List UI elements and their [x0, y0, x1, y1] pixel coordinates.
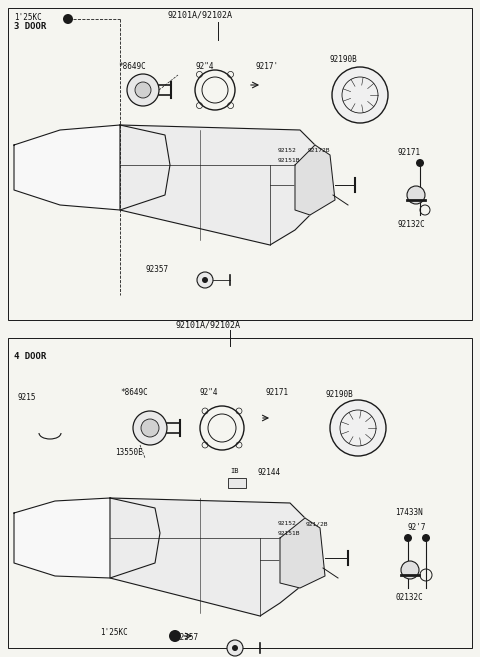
Text: *8649C: *8649C	[118, 62, 146, 71]
Circle shape	[407, 186, 425, 204]
Circle shape	[127, 74, 159, 106]
Text: 92171: 92171	[398, 148, 421, 157]
Text: 92171: 92171	[265, 388, 288, 397]
Text: 92151B: 92151B	[278, 158, 300, 163]
Text: 92'7: 92'7	[408, 523, 427, 532]
Text: 3 DOOR: 3 DOOR	[14, 22, 46, 31]
Polygon shape	[280, 518, 325, 588]
Circle shape	[227, 640, 243, 656]
Circle shape	[169, 630, 181, 642]
Circle shape	[133, 411, 167, 445]
Circle shape	[232, 645, 238, 651]
Text: 9215: 9215	[18, 393, 36, 402]
Text: 1'25KC: 1'25KC	[14, 13, 42, 22]
Circle shape	[422, 534, 430, 542]
Bar	[228, 478, 246, 488]
Circle shape	[416, 159, 424, 167]
Text: 92357: 92357	[145, 265, 168, 274]
Text: 921/2B: 921/2B	[306, 521, 328, 526]
Bar	[8, 338, 472, 648]
Circle shape	[63, 14, 73, 24]
Text: 92144: 92144	[258, 468, 281, 477]
Circle shape	[332, 67, 388, 123]
Text: 9217': 9217'	[255, 62, 278, 71]
Text: 92190B: 92190B	[330, 55, 358, 64]
Circle shape	[401, 561, 419, 579]
Text: 92172B: 92172B	[308, 148, 331, 153]
Text: 92101A/92102A: 92101A/92102A	[175, 320, 240, 329]
Bar	[8, 8, 472, 320]
Polygon shape	[14, 498, 160, 578]
Polygon shape	[120, 125, 315, 245]
Circle shape	[135, 82, 151, 98]
Text: 92152: 92152	[278, 521, 297, 526]
Text: 13550E: 13550E	[115, 448, 143, 457]
Text: 1'25KC: 1'25KC	[100, 628, 128, 637]
Text: 92"4: 92"4	[195, 62, 214, 71]
Text: 92190B: 92190B	[325, 390, 353, 399]
Text: 92152: 92152	[278, 148, 297, 153]
Circle shape	[141, 419, 159, 437]
Circle shape	[330, 400, 386, 456]
Text: 92132C: 92132C	[398, 220, 426, 229]
Text: *8649C: *8649C	[120, 388, 148, 397]
Circle shape	[404, 534, 412, 542]
Text: 02132C: 02132C	[395, 593, 423, 602]
Text: 92357: 92357	[175, 633, 198, 642]
Text: 92101A/92102A: 92101A/92102A	[168, 10, 233, 19]
Text: IB: IB	[230, 468, 239, 474]
Text: 4 DOOR: 4 DOOR	[14, 352, 46, 361]
Polygon shape	[110, 498, 305, 616]
Text: 92"4: 92"4	[200, 388, 218, 397]
Circle shape	[202, 277, 208, 283]
Polygon shape	[295, 145, 335, 215]
Polygon shape	[14, 125, 170, 210]
Circle shape	[197, 272, 213, 288]
Text: 17433N: 17433N	[395, 508, 423, 517]
Text: 92151B: 92151B	[278, 531, 300, 536]
